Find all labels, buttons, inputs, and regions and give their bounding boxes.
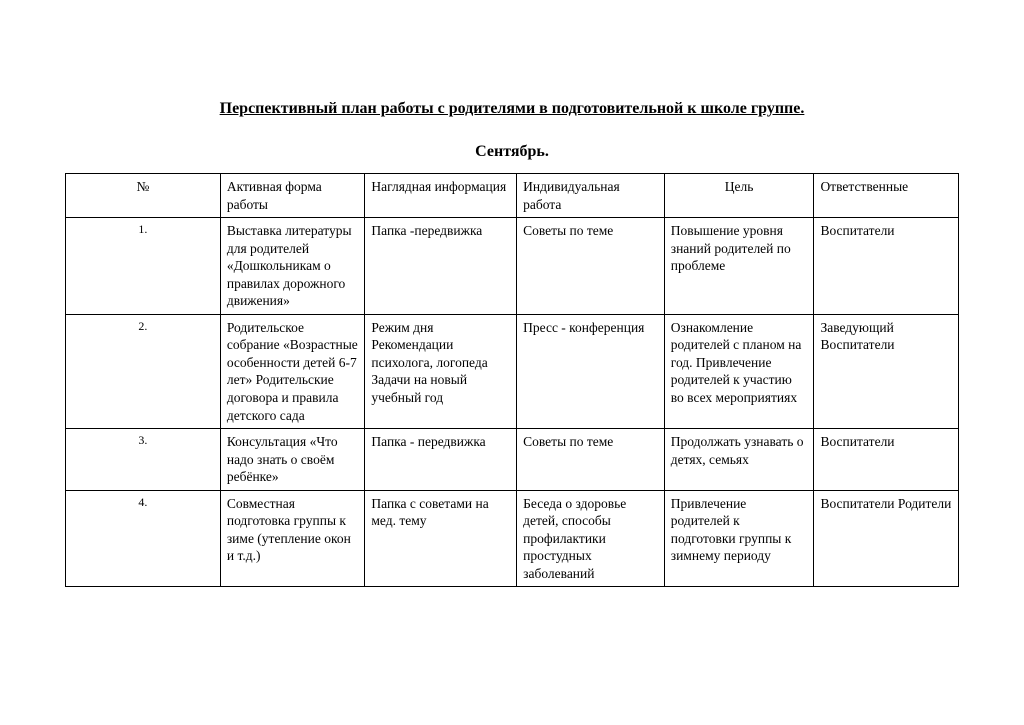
cell-responsible: Воспитатели	[814, 429, 959, 491]
cell-goal: Продолжать узнавать о детях, семьях	[664, 429, 814, 491]
cell-num: 1.	[66, 218, 221, 315]
header-active: Активная форма работы	[220, 174, 365, 218]
header-visual: Наглядная информация	[365, 174, 517, 218]
header-num: №	[66, 174, 221, 218]
cell-visual: Папка -передвижка	[365, 218, 517, 315]
table-row: 2. Родительское собрание «Возрастные осо…	[66, 314, 959, 428]
cell-goal: Повышение уровня знаний родителей по про…	[664, 218, 814, 315]
cell-responsible: Воспитатели Родители	[814, 490, 959, 587]
header-responsible: Ответственные	[814, 174, 959, 218]
cell-responsible: Заведующий Воспитатели	[814, 314, 959, 428]
table-row: 4. Совместная подготовка группы к зиме (…	[66, 490, 959, 587]
cell-num: 2.	[66, 314, 221, 428]
cell-individual: Советы по теме	[517, 218, 665, 315]
cell-active: Консультация «Что надо знать о своём реб…	[220, 429, 365, 491]
cell-active: Совместная подготовка группы к зиме (уте…	[220, 490, 365, 587]
cell-visual: Папка с советами на мед. тему	[365, 490, 517, 587]
header-goal: Цель	[664, 174, 814, 218]
table-row: 3. Консультация «Что надо знать о своём …	[66, 429, 959, 491]
table-row: 1. Выставка литературы для родителей «До…	[66, 218, 959, 315]
cell-active: Родительское собрание «Возрастные особен…	[220, 314, 365, 428]
cell-individual: Беседа о здоровье детей, способы профила…	[517, 490, 665, 587]
plan-table: № Активная форма работы Наглядная информ…	[65, 173, 959, 587]
document-subtitle: Сентябрь.	[65, 143, 959, 161]
cell-active: Выставка литературы для родителей «Дошко…	[220, 218, 365, 315]
cell-visual: Режим дня Рекомендации психолога, логопе…	[365, 314, 517, 428]
cell-num: 3.	[66, 429, 221, 491]
cell-individual: Пресс - конференция	[517, 314, 665, 428]
cell-visual: Папка - передвижка	[365, 429, 517, 491]
cell-individual: Советы по теме	[517, 429, 665, 491]
cell-goal: Ознакомление родителей с планом на год. …	[664, 314, 814, 428]
cell-goal: Привлечение родителей к подготовки групп…	[664, 490, 814, 587]
header-individual: Индивидуальная работа	[517, 174, 665, 218]
table-header-row: № Активная форма работы Наглядная информ…	[66, 174, 959, 218]
cell-responsible: Воспитатели	[814, 218, 959, 315]
document-title: Перспективный план работы с родителями в…	[65, 100, 959, 118]
cell-num: 4.	[66, 490, 221, 587]
